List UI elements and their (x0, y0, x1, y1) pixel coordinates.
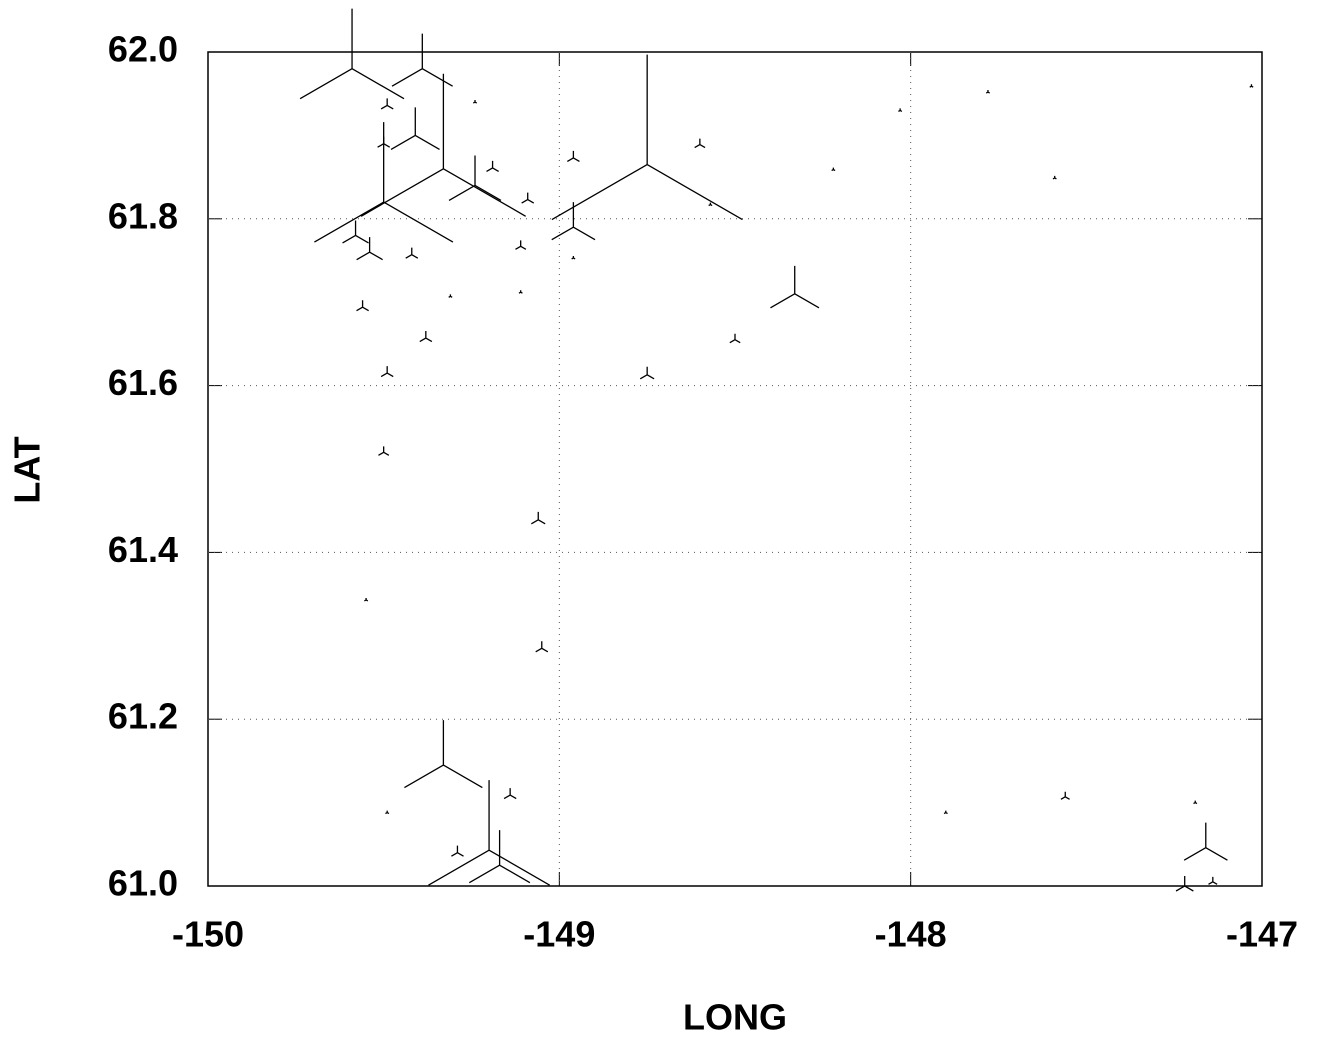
x-tick-label: -147 (1226, 914, 1298, 955)
data-point (360, 73, 526, 217)
data-point (1052, 175, 1057, 180)
x-tick-label: -149 (523, 914, 595, 955)
data-point (518, 290, 523, 294)
data-point (405, 247, 419, 259)
data-point (1193, 800, 1198, 805)
data-point (380, 98, 394, 110)
data-point (571, 255, 576, 260)
x-axis-label: LONG (683, 997, 787, 1038)
x-tick-label: -148 (875, 914, 947, 955)
data-point (451, 845, 464, 857)
data-point (364, 597, 369, 602)
data-point (639, 366, 655, 380)
x-tick-label: -150 (172, 914, 244, 955)
y-tick-label: 61.2 (108, 696, 178, 737)
data-point (770, 265, 820, 309)
y-tick-label: 62.0 (108, 29, 178, 70)
data-point (472, 100, 478, 104)
data-point (535, 641, 549, 653)
y-tick-label: 61.4 (108, 529, 178, 570)
data-point (356, 300, 369, 312)
data-point (378, 446, 390, 456)
data-point (1175, 876, 1194, 892)
data-point (448, 155, 502, 202)
data-point (419, 331, 433, 343)
data-point (342, 220, 369, 244)
data-point (428, 780, 551, 886)
data-point (377, 136, 391, 148)
y-axis-label: LAT (7, 436, 48, 503)
data-point (708, 202, 713, 207)
data-point (515, 240, 527, 250)
data-point (943, 810, 948, 815)
data-point (521, 192, 535, 204)
data-point (898, 108, 903, 112)
data-point (831, 167, 836, 172)
data-point (530, 511, 546, 525)
data-point (356, 237, 383, 261)
data-point (694, 138, 706, 149)
y-tick-label: 61.0 (108, 863, 178, 904)
data-point (391, 33, 453, 87)
data-point (1249, 84, 1254, 88)
data-point (503, 788, 517, 800)
data-point (448, 294, 453, 298)
y-tick-label: 61.6 (108, 362, 178, 403)
data-point (404, 720, 483, 789)
data-point (299, 8, 405, 100)
data-point (551, 54, 743, 221)
data-point (314, 122, 454, 243)
data-point (468, 830, 531, 884)
data-point (985, 90, 991, 94)
y-tick-label: 61.8 (108, 195, 178, 236)
data-point (380, 366, 394, 378)
data-point (1060, 791, 1070, 800)
data-point (486, 160, 499, 172)
data-point (1208, 876, 1218, 885)
data-point (1183, 822, 1228, 861)
data-point (385, 810, 390, 815)
data-point (390, 107, 440, 150)
plot-frame (207, 51, 1263, 887)
data-point (551, 202, 596, 241)
data-point (566, 150, 580, 162)
data-point (729, 333, 741, 344)
